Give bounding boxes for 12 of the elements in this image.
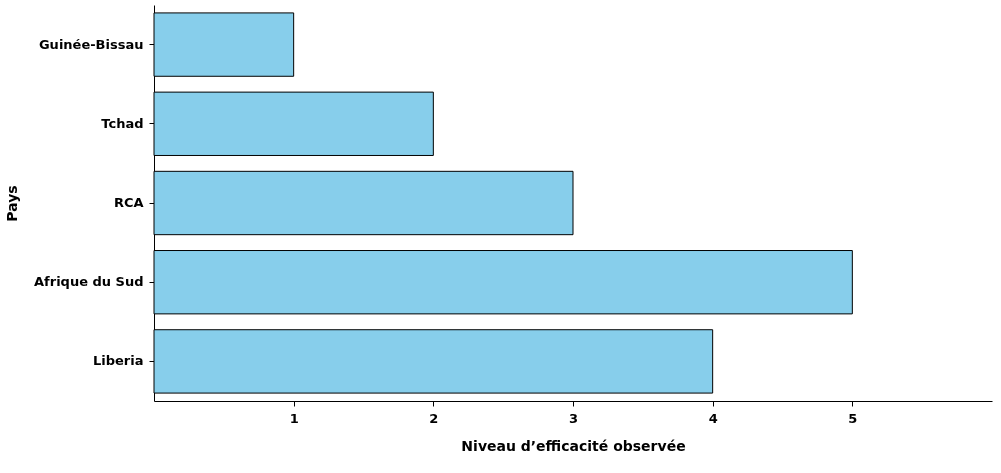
x-tick-label: 3 bbox=[568, 410, 579, 426]
x-tick-label: 5 bbox=[848, 410, 858, 426]
y-tick-label: Guinée-Bissau bbox=[38, 36, 144, 52]
x-tick-label: 2 bbox=[429, 410, 439, 426]
y-tick-label: Liberia bbox=[92, 353, 144, 369]
y-tick-label: Afrique du Sud bbox=[34, 274, 144, 290]
x-axis-title: Niveau d’efficacité observée bbox=[461, 437, 686, 454]
x-tick-label: 4 bbox=[708, 410, 718, 426]
y-axis-title: Pays bbox=[4, 185, 20, 222]
x-tick-label: 1 bbox=[289, 410, 299, 426]
y-tick-label: Tchad bbox=[101, 115, 144, 131]
y-tick-label: RCA bbox=[113, 195, 144, 210]
